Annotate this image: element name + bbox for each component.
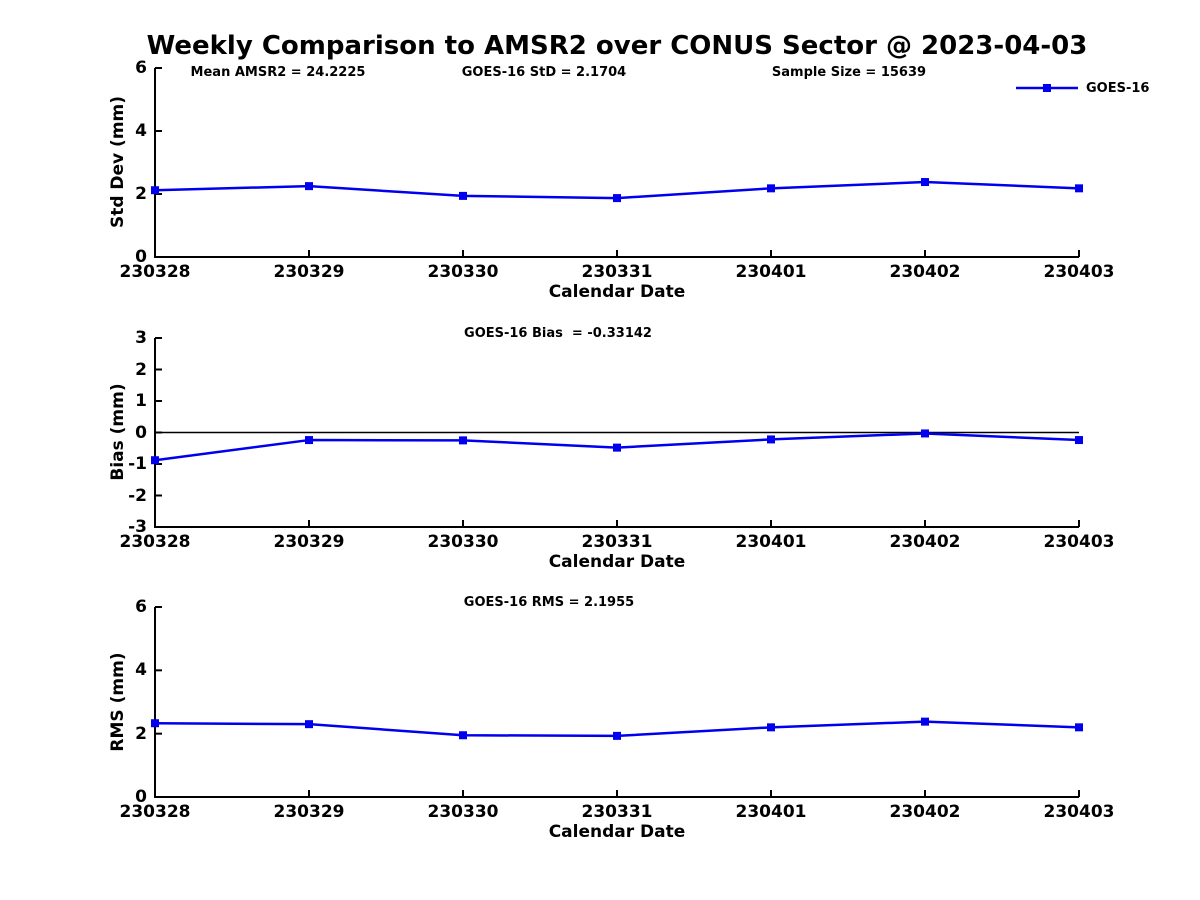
y-tick-label: 1 <box>135 391 147 411</box>
x-tick-label: 230403 <box>1043 262 1115 282</box>
annotation-sample-size: Sample Size = 15639 <box>771 65 927 80</box>
x-tick-label: 230329 <box>273 532 345 552</box>
subplot-title-bias: GOES-16 Bias = -0.33142 <box>464 326 652 341</box>
x-tick-label: 230331 <box>581 262 653 282</box>
y-tick-label: 0 <box>135 247 147 267</box>
annotation-mean-amsr2: Mean AMSR2 = 24.2225 <box>190 65 366 80</box>
x-tick-label: 230402 <box>889 532 961 552</box>
x-tick-label: 230330 <box>427 532 499 552</box>
x-axis-label-1: Calendar Date <box>548 282 686 302</box>
x-tick-label: 230328 <box>119 532 191 552</box>
x-tick-label: 230401 <box>735 262 807 282</box>
legend-line-icon <box>1016 84 1078 92</box>
x-tick-label: 230331 <box>581 532 653 552</box>
x-tick-label: 230328 <box>119 802 191 822</box>
x-axis-label-3: Calendar Date <box>548 822 686 842</box>
y-tick-label: -2 <box>128 485 147 506</box>
legend-label: GOES-16 <box>1086 80 1150 96</box>
x-tick-label: 230401 <box>735 802 807 822</box>
x-tick-label: 230330 <box>427 262 499 282</box>
figure-title: Weekly Comparison to AMSR2 over CONUS Se… <box>146 31 1088 61</box>
x-tick-label: 230330 <box>427 802 499 822</box>
x-tick-label: 230331 <box>581 802 653 822</box>
y-tick-label: 0 <box>135 422 147 443</box>
x-tick-label: 230401 <box>735 532 807 552</box>
y-tick-label: 6 <box>135 597 147 617</box>
y-tick-label: 2 <box>135 723 147 744</box>
y-tick-label: 4 <box>135 121 147 141</box>
x-tick-label: 230403 <box>1043 532 1115 552</box>
y-tick-label: 6 <box>135 58 147 78</box>
x-tick-label: 230402 <box>889 802 961 822</box>
y-tick-label: 0 <box>135 787 147 807</box>
y-tick-label: 3 <box>135 328 147 348</box>
subplot-title-rms: GOES-16 RMS = 2.1955 <box>463 595 635 610</box>
x-tick-label: 230403 <box>1043 802 1115 822</box>
y-tick-label: 2 <box>135 359 147 380</box>
annotation-goes-std: GOES-16 StD = 2.1704 <box>461 65 627 80</box>
y-tick-label: -1 <box>128 454 147 474</box>
x-tick-label: 230328 <box>119 262 191 282</box>
x-tick-label: 230402 <box>889 262 961 282</box>
y-tick-label: 4 <box>135 660 147 681</box>
x-tick-label: 230329 <box>273 262 345 282</box>
y-tick-label: -3 <box>128 517 147 537</box>
x-axis-label-2: Calendar Date <box>548 552 686 572</box>
legend: GOES-16 <box>1016 80 1149 96</box>
x-tick-label: 230329 <box>273 802 345 822</box>
y-tick-label: 2 <box>135 184 147 204</box>
